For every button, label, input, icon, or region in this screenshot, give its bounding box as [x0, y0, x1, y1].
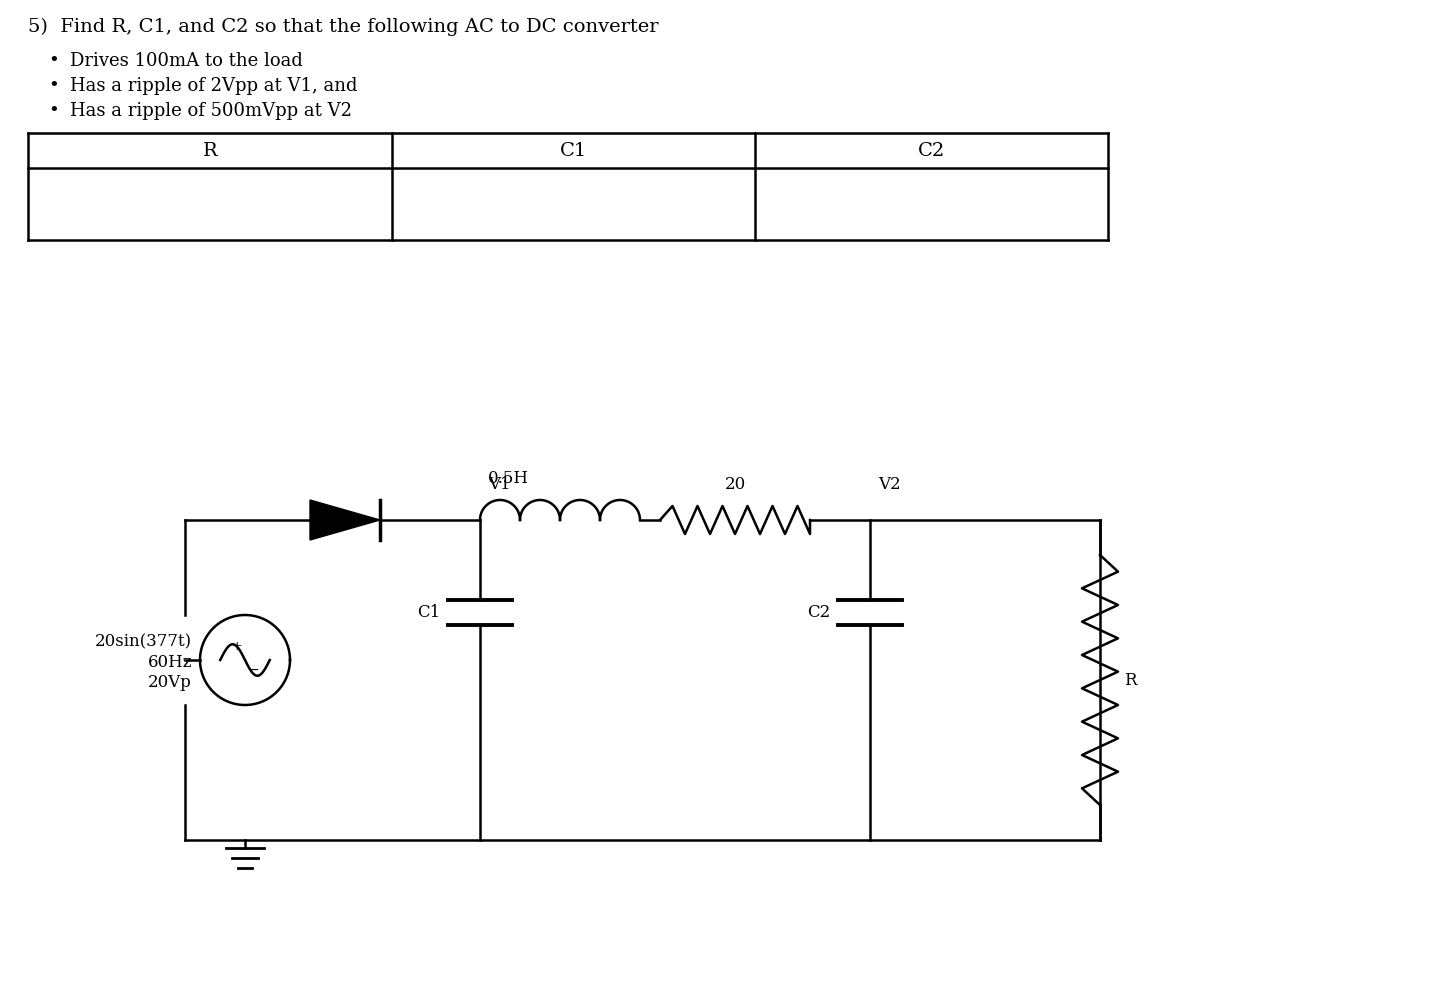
Text: 20Vp: 20Vp — [148, 673, 192, 690]
Text: −: − — [247, 663, 258, 677]
Text: C2: C2 — [807, 604, 830, 621]
Text: V1: V1 — [488, 475, 511, 492]
Text: 20: 20 — [724, 475, 745, 492]
Text: •: • — [47, 52, 59, 70]
Polygon shape — [310, 500, 381, 540]
Text: 5)  Find R, C1, and C2 so that the following AC to DC converter: 5) Find R, C1, and C2 so that the follow… — [27, 18, 659, 36]
Text: •: • — [47, 77, 59, 95]
Text: C1: C1 — [560, 141, 587, 159]
Text: 0.5H: 0.5H — [488, 469, 528, 486]
Text: Drives 100mA to the load: Drives 100mA to the load — [70, 52, 303, 70]
Text: C2: C2 — [918, 141, 945, 159]
Text: Has a ripple of 2Vpp at V1, and: Has a ripple of 2Vpp at V1, and — [70, 77, 358, 95]
Text: R: R — [202, 141, 217, 159]
Text: +: + — [231, 639, 243, 652]
Text: 20sin(377t): 20sin(377t) — [95, 633, 192, 650]
Text: C1: C1 — [416, 604, 439, 621]
Text: 60Hz: 60Hz — [148, 653, 192, 670]
Text: R: R — [1124, 671, 1136, 688]
Text: Has a ripple of 500mVpp at V2: Has a ripple of 500mVpp at V2 — [70, 102, 352, 120]
Text: •: • — [47, 102, 59, 120]
Text: V2: V2 — [877, 475, 900, 492]
